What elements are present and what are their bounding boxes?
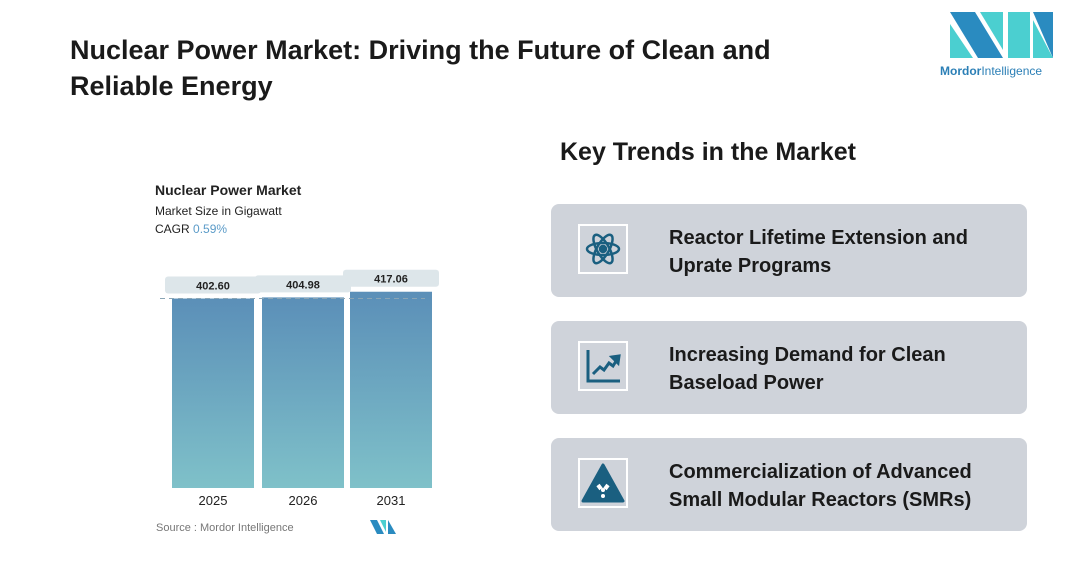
chart-subtitle: Market Size in Gigawatt bbox=[155, 204, 282, 218]
value-label: 404.98 bbox=[286, 279, 320, 291]
trends-title: Key Trends in the Market bbox=[560, 138, 856, 166]
value-label: 417.06 bbox=[374, 274, 408, 286]
bar bbox=[262, 297, 344, 488]
radiation-warning-icon bbox=[578, 458, 628, 508]
logo-text: MordorIntelligence bbox=[940, 64, 1043, 78]
atom-icon bbox=[578, 224, 628, 274]
page-title: Nuclear Power Market: Driving the Future… bbox=[70, 35, 771, 101]
cagr: CAGR 0.59% bbox=[155, 222, 228, 236]
value-label-box bbox=[165, 276, 261, 294]
x-tick-label: 2026 bbox=[289, 493, 318, 508]
trend-chart-icon bbox=[578, 341, 628, 391]
chart-title: Nuclear Power Market bbox=[155, 182, 302, 198]
source-logo-icon bbox=[370, 520, 396, 534]
trend-label: Commercialization of Advanced Small Modu… bbox=[669, 461, 972, 511]
trend-card: Commercialization of Advanced Small Modu… bbox=[551, 438, 1027, 531]
trend-card: Increasing Demand for Clean Baseload Pow… bbox=[551, 321, 1027, 414]
bar-chart: 402.60 2025 404.98 2026 417.06 2031 bbox=[160, 269, 439, 508]
value-label: 402.60 bbox=[196, 281, 230, 293]
x-tick-label: 2031 bbox=[377, 493, 406, 508]
value-label-box bbox=[255, 275, 351, 293]
bar bbox=[172, 298, 254, 488]
x-tick-label: 2025 bbox=[199, 493, 228, 508]
mordor-logo bbox=[950, 12, 1053, 58]
bar bbox=[350, 291, 432, 488]
source: Source : Mordor Intelligence bbox=[156, 522, 294, 534]
trend-card: Reactor Lifetime Extension and Uprate Pr… bbox=[551, 204, 1027, 297]
trend-label: Reactor Lifetime Extension and Uprate Pr… bbox=[669, 227, 968, 277]
value-label-box bbox=[343, 269, 439, 287]
trend-label: Increasing Demand for Clean Baseload Pow… bbox=[669, 344, 946, 394]
